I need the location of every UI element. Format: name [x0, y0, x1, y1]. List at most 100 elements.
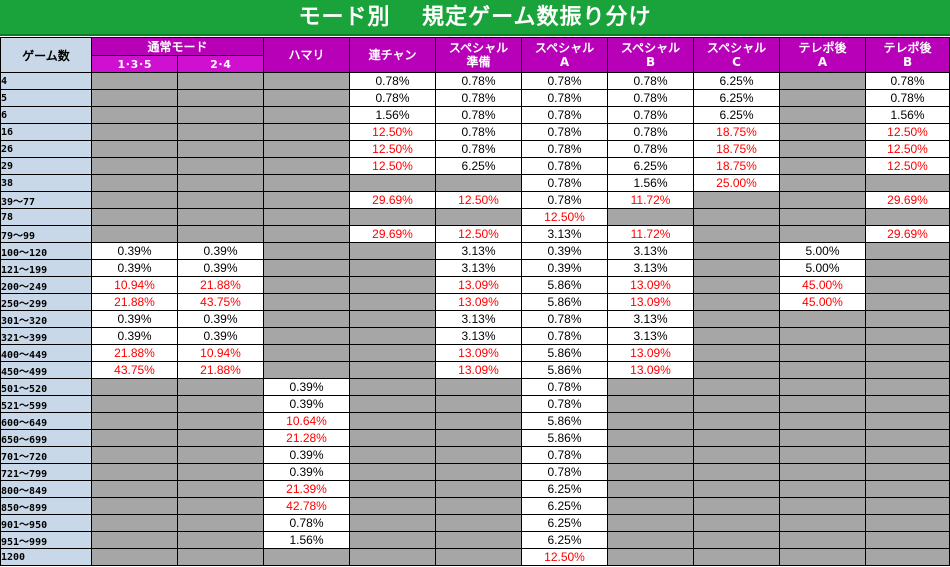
empty-cell — [435, 531, 523, 549]
empty-cell — [176, 480, 265, 498]
empty-cell — [263, 123, 351, 141]
empty-cell — [349, 395, 437, 413]
value-cell: 0.39% — [176, 242, 265, 260]
value-cell: 13.09% — [435, 293, 523, 311]
value-cell: 13.09% — [435, 344, 523, 362]
empty-cell — [176, 106, 265, 124]
empty-cell — [607, 429, 695, 447]
value-cell: 0.39% — [521, 242, 609, 260]
value-cell: 21.88% — [176, 276, 265, 294]
value-cell: 5.86% — [521, 293, 609, 311]
empty-cell — [865, 378, 950, 396]
table-row: 721〜799 0.39% 0.78% — [0, 463, 950, 481]
value-cell: 0.78% — [607, 123, 695, 141]
empty-cell — [865, 276, 950, 294]
table-row: 16 12.50% 0.78% 0.78% 0.78% 18.75% 12.50% — [0, 123, 950, 141]
empty-cell — [693, 497, 781, 515]
row-label: 701〜720 — [0, 446, 92, 464]
empty-cell — [263, 174, 351, 192]
value-cell: 3.13% — [607, 327, 695, 345]
empty-cell — [865, 412, 950, 430]
value-cell: 0.78% — [521, 140, 609, 158]
empty-cell — [865, 463, 950, 481]
empty-cell — [91, 140, 178, 158]
empty-cell — [349, 378, 437, 396]
empty-cell — [91, 208, 178, 226]
value-cell: 0.78% — [349, 89, 437, 107]
table-row: 121〜199 0.39% 0.39% 3.13% 0.39% 3.13% 5.00% — [0, 259, 950, 277]
value-cell: 12.50% — [349, 157, 437, 175]
value-cell: 43.75% — [91, 361, 178, 379]
value-cell: 11.72% — [607, 225, 695, 243]
empty-cell — [91, 72, 178, 90]
value-cell: 10.94% — [91, 276, 178, 294]
empty-cell — [349, 429, 437, 447]
value-cell: 13.09% — [607, 344, 695, 362]
distribution-table: ゲーム数 通常モード ハマリ 連チャン スペシャル 準備 スペシャル A スペシ… — [0, 37, 950, 566]
empty-cell — [91, 497, 178, 515]
empty-cell — [349, 242, 437, 260]
empty-cell — [435, 412, 523, 430]
value-cell: 3.13% — [435, 242, 523, 260]
table-row: 26 12.50% 0.78% 0.78% 0.78% 18.75% 12.50% — [0, 140, 950, 158]
table-row: 901〜950 0.78% 6.25% — [0, 514, 950, 532]
empty-cell — [779, 89, 867, 107]
table-row: 501〜520 0.39% 0.78% — [0, 378, 950, 396]
empty-cell — [91, 429, 178, 447]
value-cell: 12.50% — [435, 225, 523, 243]
value-cell: 6.25% — [521, 480, 609, 498]
value-cell: 0.78% — [865, 72, 950, 90]
empty-cell — [865, 497, 950, 515]
table-body: 4 0.78% 0.78% 0.78% 0.78% 6.25% 0.78% 5 0.78% 0.7… — [0, 72, 950, 566]
empty-cell — [865, 208, 950, 226]
value-cell: 0.39% — [263, 446, 351, 464]
empty-cell — [91, 412, 178, 430]
empty-cell — [176, 531, 265, 549]
row-label: 29 — [0, 157, 92, 175]
value-cell: 13.09% — [435, 361, 523, 379]
value-cell: 21.28% — [263, 429, 351, 447]
value-cell: 45.00% — [779, 276, 867, 294]
empty-cell — [176, 514, 265, 532]
header-normal-135: 1･3･5 — [91, 55, 178, 73]
header-label: スペシャル — [620, 41, 681, 55]
value-cell: 29.69% — [349, 225, 437, 243]
empty-cell — [91, 395, 178, 413]
empty-cell — [263, 327, 351, 345]
value-cell: 3.13% — [435, 327, 523, 345]
value-cell: 12.50% — [865, 123, 950, 141]
value-cell: 11.72% — [607, 191, 695, 209]
empty-cell — [91, 106, 178, 124]
value-cell: 18.75% — [693, 157, 781, 175]
empty-cell — [349, 327, 437, 345]
header-label: ハマリ — [288, 48, 325, 62]
empty-cell — [607, 378, 695, 396]
empty-cell — [865, 174, 950, 192]
value-cell: 5.86% — [521, 412, 609, 430]
table-row: 78 12.50% — [0, 208, 950, 226]
value-cell: 0.78% — [435, 72, 523, 90]
empty-cell — [176, 412, 265, 430]
value-cell: 0.78% — [607, 106, 695, 124]
empty-cell — [435, 378, 523, 396]
empty-cell — [349, 531, 437, 549]
value-cell: 6.25% — [607, 157, 695, 175]
header-sublabel: A — [817, 55, 828, 69]
empty-cell — [435, 497, 523, 515]
empty-cell — [693, 259, 781, 277]
page-title: モード別 規定ゲーム数振り分け — [0, 0, 950, 36]
table-row: 400〜449 21.88% 10.94% 13.09% 5.86% 13.09% — [0, 344, 950, 362]
empty-cell — [91, 531, 178, 549]
header-sublabel: A — [559, 55, 570, 69]
empty-cell — [779, 548, 867, 566]
table-row: 200〜249 10.94% 21.88% 13.09% 5.86% 13.09% 45.0… — [0, 276, 950, 294]
empty-cell — [349, 259, 437, 277]
value-cell: 0.39% — [263, 378, 351, 396]
empty-cell — [779, 429, 867, 447]
empty-cell — [607, 548, 695, 566]
empty-cell — [91, 463, 178, 481]
row-label: 850〜899 — [0, 497, 92, 515]
table-row: 1200 12.50% — [0, 548, 950, 566]
empty-cell — [263, 72, 351, 90]
row-label: 26 — [0, 140, 92, 158]
